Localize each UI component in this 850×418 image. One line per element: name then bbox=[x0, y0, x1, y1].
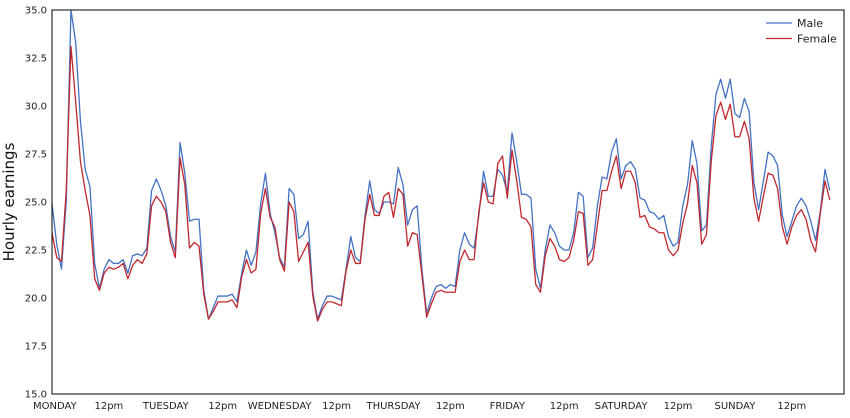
series-line-male bbox=[51, 9, 831, 320]
x-tick-label: 12pm bbox=[777, 401, 806, 412]
x-tick-label: WEDNESDAY bbox=[248, 401, 313, 412]
x-tick-label: 12pm bbox=[550, 401, 579, 412]
x-tick-label: MONDAY bbox=[33, 401, 78, 412]
y-tick-label: 35.0 bbox=[25, 6, 47, 17]
y-tick-label: 25.0 bbox=[25, 198, 47, 209]
x-axis-ticks: MONDAY 12pm TUESDAY 12pm WEDNESDAY 12pm THURSD… bbox=[33, 401, 806, 412]
y-tick-label: 20.0 bbox=[25, 294, 47, 305]
x-tick-label: 12pm bbox=[208, 401, 237, 412]
x-tick-label: THURSDAY bbox=[365, 401, 421, 412]
y-tick-label: 32.5 bbox=[25, 54, 47, 65]
series-line-female bbox=[51, 45, 831, 322]
x-tick-label: 12pm bbox=[664, 401, 693, 412]
y-tick-label: 27.5 bbox=[25, 150, 47, 161]
series-lines bbox=[51, 9, 831, 322]
y-tick-label: 22.5 bbox=[25, 246, 47, 257]
legend-label-male: Male bbox=[797, 17, 823, 30]
y-tick-label: 15.0 bbox=[25, 390, 47, 401]
y-tick-label: 30.0 bbox=[25, 102, 47, 113]
legend: Male Female bbox=[766, 17, 837, 46]
plot-frame bbox=[51, 9, 845, 395]
x-tick-label: TUESDAY bbox=[142, 401, 190, 412]
x-tick-label: SUNDAY bbox=[714, 401, 756, 412]
x-tick-label: SATURDAY bbox=[595, 401, 649, 412]
x-tick-label: 12pm bbox=[94, 401, 123, 412]
legend-label-female: Female bbox=[797, 33, 837, 46]
y-tick-label: 17.5 bbox=[25, 342, 47, 353]
x-tick-label: 12pm bbox=[436, 401, 465, 412]
y-axis-label: Hourly earnings bbox=[0, 142, 18, 261]
x-tick-label: FRIDAY bbox=[490, 401, 526, 412]
y-axis-ticks: 15.0 17.5 20.0 22.5 25.0 27.5 30.0 32.5 35.0 bbox=[25, 6, 47, 401]
x-tick-label: 12pm bbox=[322, 401, 351, 412]
